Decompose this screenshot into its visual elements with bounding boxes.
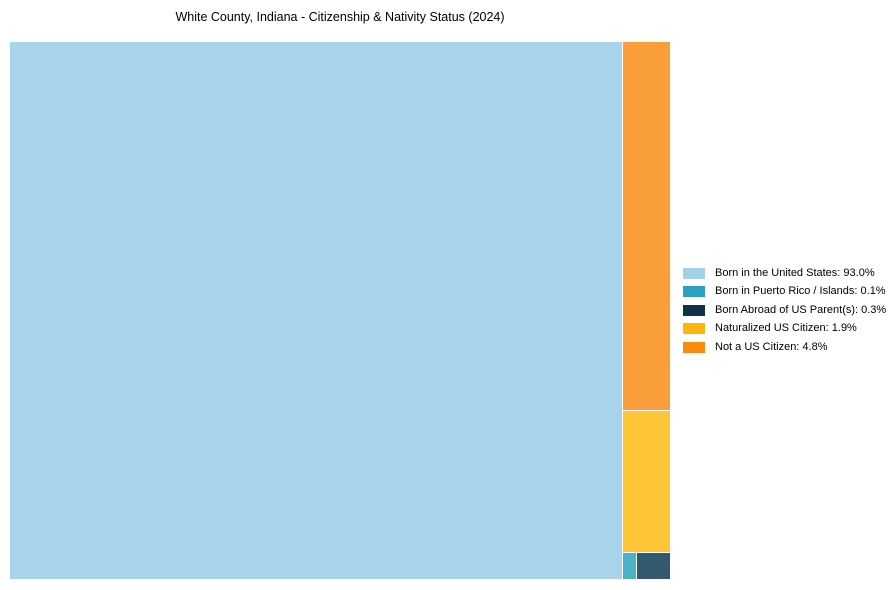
legend-item-born-in-us: Born in the United States: 93.0% bbox=[683, 267, 886, 280]
legend-label: Naturalized US Citizen: 1.9% bbox=[715, 322, 857, 335]
legend-label: Not a US Citizen: 4.8% bbox=[715, 340, 828, 353]
legend: Born in the United States: 93.0% Born in … bbox=[683, 267, 886, 359]
legend-label: Born Abroad of US Parent(s): 0.3% bbox=[715, 303, 887, 316]
legend-item-born-abroad-us-parents: Born Abroad of US Parent(s): 0.3% bbox=[683, 304, 886, 317]
legend-swatch bbox=[683, 304, 705, 316]
treemap-plot bbox=[10, 42, 670, 579]
legend-swatch bbox=[683, 323, 705, 335]
treemap-cell-naturalized-citizen bbox=[623, 410, 670, 552]
legend-label: Born in the United States: 93.0% bbox=[715, 267, 875, 279]
treemap-cell-born-in-pr-islands bbox=[623, 552, 636, 579]
legend-item-born-in-pr-islands: Born in Puerto Rico / Islands: 0.1% bbox=[683, 285, 886, 298]
treemap-cell-born-abroad-us-parents bbox=[637, 552, 670, 579]
legend-swatch bbox=[683, 341, 705, 353]
treemap-cell-born-in-us bbox=[10, 42, 622, 579]
legend-swatch bbox=[683, 286, 705, 298]
legend-item-naturalized-citizen: Naturalized US Citizen: 1.9% bbox=[683, 322, 886, 335]
chart-title: White County, Indiana - Citizenship & Na… bbox=[175, 10, 505, 24]
legend-label: Born in Puerto Rico / Islands: 0.1% bbox=[715, 285, 886, 298]
legend-item-not-a-citizen: Not a US Citizen: 4.8% bbox=[683, 341, 886, 354]
legend-swatch bbox=[683, 268, 705, 279]
treemap-cell-not-a-citizen bbox=[623, 42, 670, 410]
